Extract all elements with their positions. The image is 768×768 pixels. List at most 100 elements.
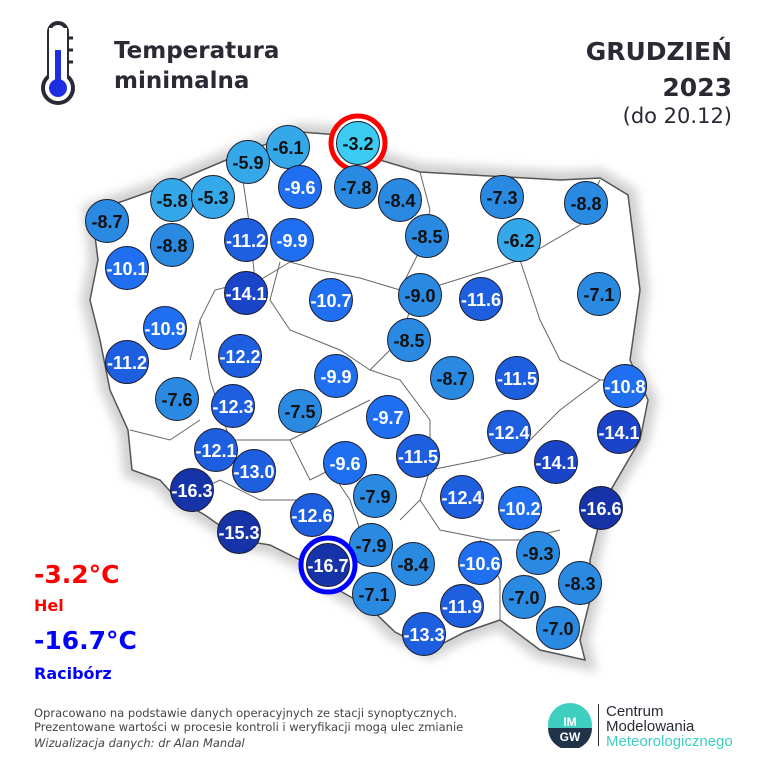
station-marker: -11.5 (495, 356, 539, 400)
station-marker: -9.3 (516, 531, 560, 575)
station-value: -9.9 (276, 231, 307, 251)
station-value: -6.1 (272, 138, 303, 158)
station-marker: -9.9 (314, 354, 358, 398)
station-value: -5.3 (197, 188, 228, 208)
station-marker: -13.3 (402, 612, 446, 656)
station-marker: -8.7 (430, 356, 474, 400)
station-circle (402, 612, 446, 656)
station-value: -7.1 (358, 585, 389, 605)
station-value: -12.1 (195, 441, 236, 461)
station-marker: -11.2 (224, 218, 268, 262)
station-value: -12.3 (212, 397, 253, 417)
station-value: -11.9 (442, 597, 482, 617)
station-circle (336, 121, 380, 165)
station-value: -13.0 (233, 462, 274, 482)
title-line2: minimalna (114, 68, 250, 94)
station-value: -12.4 (441, 488, 482, 508)
min-value: -16.7°C (34, 626, 137, 655)
station-marker: -7.8 (334, 165, 378, 209)
station-value: -9.6 (329, 454, 360, 474)
station-value: -7.5 (284, 402, 315, 422)
logo-line3: Meteorologicznego (606, 733, 733, 750)
imgw-logo-icon: IM GW (548, 703, 592, 748)
station-circle (497, 218, 541, 262)
station-marker: -6.2 (497, 218, 541, 262)
station-value: -14.1 (535, 453, 576, 473)
station-marker: -5.9 (226, 140, 270, 184)
station-value: -13.3 (403, 625, 444, 645)
station-marker: -7.9 (349, 523, 393, 567)
station-marker: -9.0 (398, 273, 442, 317)
station-marker: -9.9 (270, 218, 314, 262)
station-marker: -7.1 (352, 572, 396, 616)
footer-author: Wizualizacja danych: dr Alan Mandal (34, 736, 245, 750)
station-value: -8.4 (384, 191, 415, 211)
station-value: -11.2 (107, 353, 147, 373)
station-value: -8.4 (397, 555, 428, 575)
station-value: -7.9 (359, 487, 390, 507)
station-value: -7.9 (355, 536, 386, 556)
station-circle (353, 474, 397, 518)
footer-source: Opracowano na podstawie danych operacyjn… (34, 706, 458, 720)
station-circle (458, 541, 502, 585)
station-marker: -5.3 (191, 175, 235, 219)
station-marker: -7.9 (353, 474, 397, 518)
svg-text:GW: GW (560, 730, 581, 744)
station-circle (170, 468, 214, 512)
station-circle (378, 178, 422, 222)
station-value: -7.0 (508, 588, 539, 608)
station-circle (366, 395, 410, 439)
station-value: -14.1 (598, 423, 639, 443)
logo-line1: Centrum (606, 703, 664, 720)
station-marker: -10.1 (105, 246, 149, 290)
station-value: -16.6 (580, 499, 621, 519)
station-circle (218, 334, 262, 378)
station-circle (224, 271, 268, 315)
station-circle (502, 575, 546, 619)
station-marker: -10.9 (143, 306, 187, 350)
station-value: -14.1 (225, 284, 266, 304)
station-circle (534, 440, 578, 484)
station-circle (278, 165, 322, 209)
station-marker: -3.2 (328, 113, 388, 173)
station-value: -9.7 (372, 408, 403, 428)
min-station: Racibórz (34, 664, 112, 683)
station-circle (155, 377, 199, 421)
station-circle (270, 218, 314, 262)
station-circle (459, 277, 503, 321)
logo-text: Centrum Modelowania Meteorologicznego (606, 704, 733, 749)
station-value: -12.2 (219, 347, 260, 367)
station-circle (440, 475, 484, 519)
station-circle (579, 486, 623, 530)
station-circle (266, 125, 310, 169)
station-marker: -8.8 (150, 223, 194, 267)
station-value: -8.8 (156, 236, 187, 256)
station-circle (191, 175, 235, 219)
station-value: -5.8 (156, 191, 187, 211)
station-marker: -11.6 (459, 277, 503, 321)
station-circle (603, 364, 647, 408)
station-value: -6.2 (503, 231, 534, 251)
station-marker: -12.2 (218, 334, 262, 378)
station-marker: -7.3 (480, 175, 524, 219)
station-marker: -16.7 (298, 535, 358, 595)
station-marker: -15.3 (217, 510, 261, 554)
station-circle (498, 486, 542, 530)
station-circle (558, 561, 602, 605)
month-label: GRUDZIEŃ (585, 37, 732, 66)
station-value: -7.0 (542, 619, 573, 639)
station-marker: -16.3 (170, 468, 214, 512)
station-circle (217, 510, 261, 554)
station-circle (306, 543, 350, 587)
station-circle (391, 542, 435, 586)
station-marker: -11.5 (396, 434, 440, 478)
station-circle (430, 356, 474, 400)
station-circle (226, 140, 270, 184)
station-marker: -14.1 (224, 271, 268, 315)
station-value: -7.3 (486, 188, 517, 208)
station-value: -9.9 (320, 367, 351, 387)
station-circle (290, 493, 334, 537)
station-value: -10.1 (106, 259, 147, 279)
max-station: Hel (34, 596, 64, 615)
